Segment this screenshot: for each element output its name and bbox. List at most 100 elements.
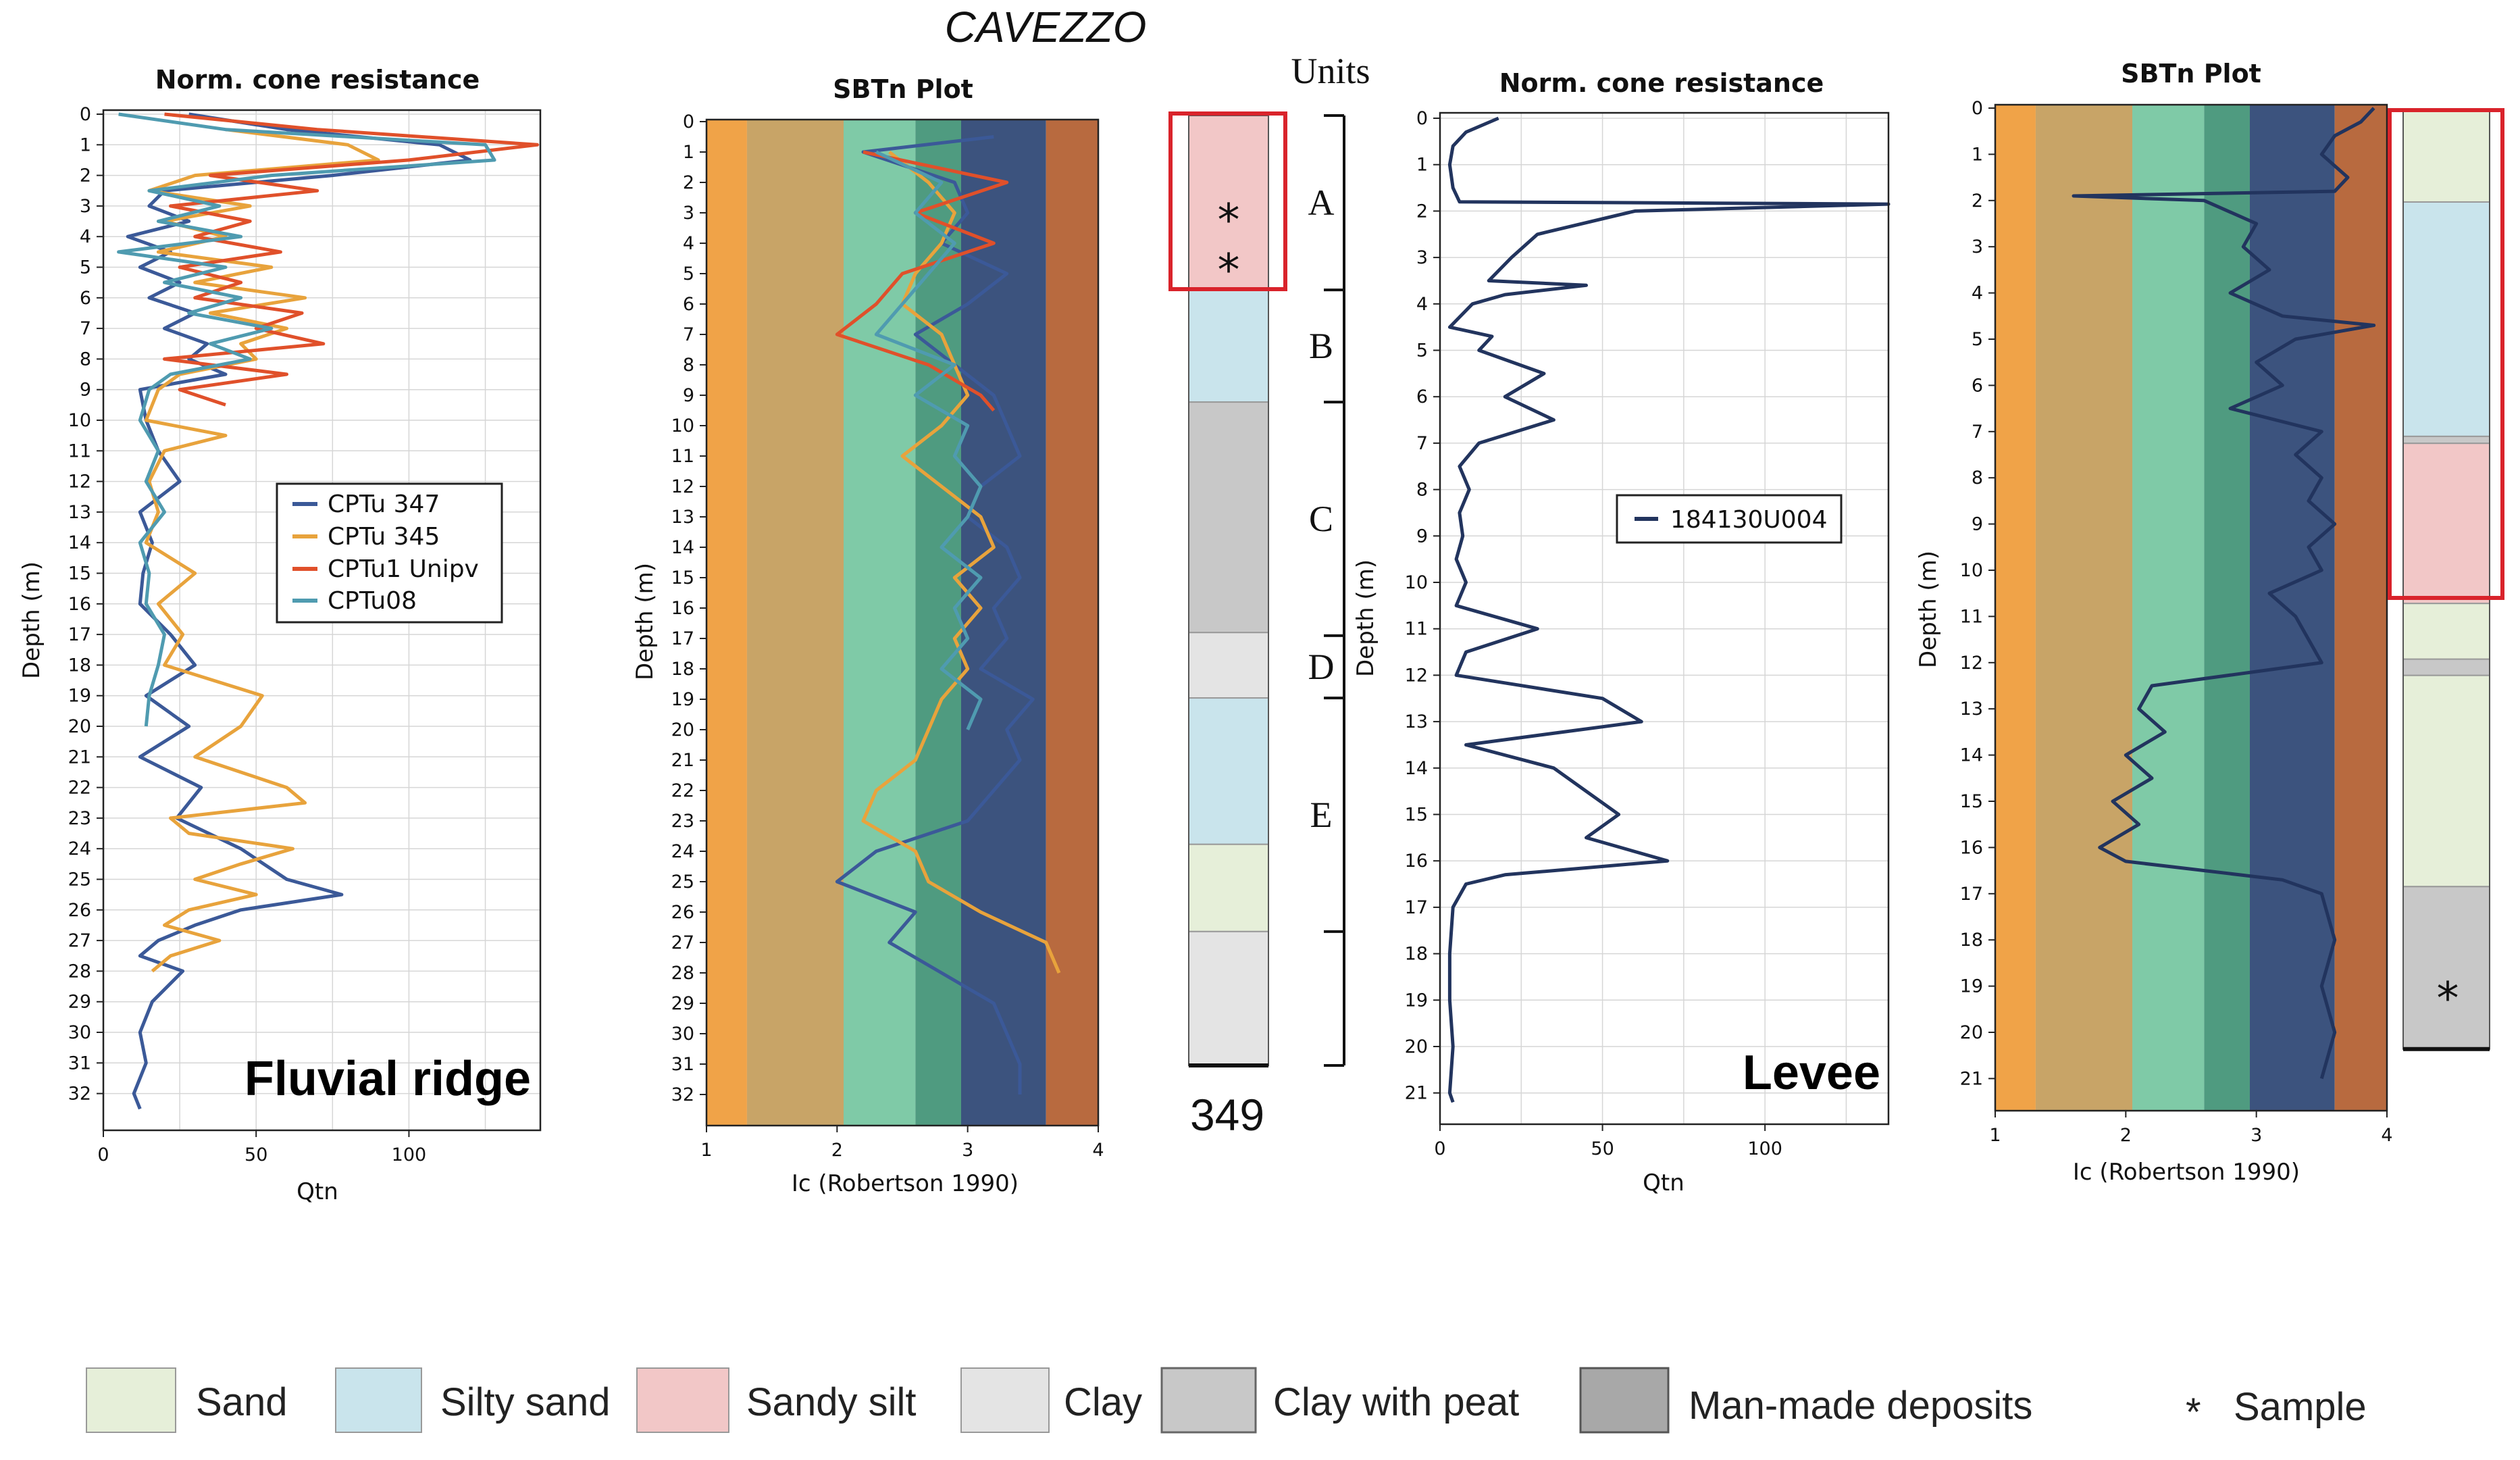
sbtn_fluvial-series-cptu-345 (861, 151, 1061, 974)
qtn-levee-xlabel: Qtn (1643, 1169, 1685, 1197)
x-tick-label-3: 3 (962, 1140, 973, 1161)
depth-tick-label-20: 20 (1960, 1022, 1983, 1043)
depth-tick-label-22: 22 (68, 778, 91, 799)
x-tick-label-1: 1 (700, 1140, 712, 1161)
figure-title: CAVEZZO (945, 3, 1147, 51)
column-levee-highlight (2388, 108, 2504, 600)
sbtn-levee-zones (1995, 105, 2387, 1111)
qtn_fluvial-series-cptu1-unipv (163, 112, 539, 407)
lithology-column-349: ** (1188, 115, 1269, 1068)
depth-tick-label-14: 14 (671, 537, 694, 558)
depth-tick-label-21: 21 (1960, 1068, 1983, 1089)
legend-label-cpt347: CPTu 347 (328, 490, 440, 518)
depth-tick-label-7: 7 (1416, 433, 1428, 454)
legend-label-clay: Clay (1064, 1380, 1142, 1424)
depth-tick-label-13: 13 (1960, 699, 1983, 720)
depth-tick-label-5: 5 (1972, 329, 1983, 350)
qtn-fluvial-xlabel: Qtn (297, 1178, 338, 1205)
depth-tick-label-6: 6 (1416, 386, 1428, 407)
depth-tick-label-24: 24 (671, 841, 694, 862)
legend-box-right: 184130U004 (1616, 494, 1843, 544)
depth-tick-label-13: 13 (68, 502, 91, 523)
depth-tick-label-5: 5 (80, 257, 91, 278)
x-tick-label-3: 3 (2251, 1125, 2262, 1146)
x-tick-label-0: 0 (1434, 1138, 1445, 1159)
depth-tick-label-18: 18 (68, 655, 91, 676)
sbtn_fluvial-series-cptu-347 (835, 135, 1035, 1094)
depth-tick-label-27: 27 (68, 930, 91, 951)
depth-tick-label-20: 20 (671, 720, 694, 740)
sbt-zone-1 (706, 120, 747, 1126)
sbtn-fluvial-panel: SBTn Plot 012345678910111213141516171819… (632, 74, 1104, 1197)
sbtn-fluvial-frame (705, 118, 1100, 1127)
qtn-levee-ylabel: Depth (m) (1352, 559, 1379, 677)
qtn-levee-qtn-ticks: 0 50 100 (1434, 1124, 1782, 1159)
x-tick-label-50: 50 (1591, 1138, 1614, 1159)
sbtn-levee-ylabel: Depth (m) (1915, 551, 1942, 668)
depth-tick-label-10: 10 (1960, 560, 1983, 581)
depth-tick-label-0: 0 (683, 111, 694, 132)
levee-annotation: Levee (1743, 1046, 1880, 1100)
depth-tick-label-7: 7 (683, 324, 694, 345)
sbtn-fluvial-zones (706, 120, 1098, 1126)
qtn-levee-title: Norm. cone resistance (1499, 68, 1824, 98)
depth-tick-label-16: 16 (68, 594, 91, 615)
sbtn_levee-series-184130u004 (2072, 107, 2376, 1080)
depth-tick-label-32: 32 (671, 1084, 694, 1105)
sbtn-fluvial-ic-ticks: 1 2 3 4 (700, 1126, 1104, 1161)
sbtn-levee-frame (1994, 103, 2388, 1112)
col2-layer-6 (2402, 658, 2490, 676)
depth-tick-label-18: 18 (671, 659, 694, 680)
depth-tick-label-7: 7 (1972, 422, 1983, 443)
depth-tick-label-9: 9 (1972, 514, 1983, 535)
depth-tick-label-12: 12 (1405, 665, 1428, 686)
depth-tick-label-3: 3 (1416, 247, 1428, 268)
depth-tick-label-20: 20 (68, 716, 91, 737)
depth-tick-label-0: 0 (1972, 98, 1983, 119)
col2-layer-8 (2402, 886, 2490, 1050)
depth-tick-label-6: 6 (80, 288, 91, 309)
col2-layer-2 (2402, 201, 2490, 437)
depth-tick-label-6: 6 (1972, 375, 1983, 396)
unit-label-a: A (1308, 182, 1335, 223)
col1-layer-4 (1188, 632, 1269, 699)
depth-tick-label-17: 17 (671, 628, 694, 649)
depth-tick-label-13: 13 (671, 507, 694, 528)
sample-legend-label: Sample (2234, 1385, 2367, 1429)
qtn_fluvial-series-cptu08 (117, 112, 496, 727)
sbtn-fluvial-depth-ticks: 0123456789101112131415161718192021222324… (671, 111, 706, 1105)
depth-tick-label-1: 1 (1416, 155, 1428, 176)
fluvial-ridge-annotation: Fluvial ridge (245, 1052, 531, 1106)
legend-label-cpt345: CPTu 345 (328, 523, 440, 551)
qtn-levee-frame (1439, 111, 1890, 1126)
depth-tick-label-4: 4 (80, 226, 91, 247)
sbtn-fluvial-ylabel: Depth (m) (632, 563, 659, 680)
depth-tick-label-2: 2 (80, 166, 91, 186)
depth-tick-label-2: 2 (683, 172, 694, 193)
depth-tick-label-26: 26 (68, 900, 91, 921)
depth-tick-label-15: 15 (1960, 791, 1983, 812)
depth-tick-label-17: 17 (68, 624, 91, 645)
col2-layer-7 (2402, 674, 2490, 888)
depth-tick-label-12: 12 (1960, 653, 1983, 674)
depth-tick-label-21: 21 (1405, 1083, 1428, 1104)
sbt-zone-5 (961, 120, 1046, 1126)
depth-tick-label-9: 9 (80, 380, 91, 401)
qtn-fluvial-qtn-ticks: 0 50 100 (97, 1130, 426, 1165)
sbt-zone-6 (1046, 120, 1098, 1126)
depth-tick-label-8: 8 (80, 349, 91, 370)
lithology-legend: Sand Silty sand Sandy silt Clay Clay wit… (86, 1367, 2367, 1434)
depth-tick-label-5: 5 (1416, 341, 1428, 361)
legend-swatch-clay-peat (1160, 1367, 1257, 1434)
depth-tick-label-7: 7 (80, 318, 91, 339)
depth-tick-label-8: 8 (683, 355, 694, 376)
sbt-zone-2 (746, 120, 844, 1126)
depth-tick-label-8: 8 (1972, 468, 1983, 488)
sbtn-levee-title: SBTn Plot (2121, 59, 2261, 89)
sbtn-fluvial-series (835, 135, 1061, 1094)
depth-tick-label-11: 11 (68, 440, 91, 461)
depth-tick-label-2: 2 (1416, 201, 1428, 222)
depth-tick-label-26: 26 (671, 902, 694, 923)
sbtn-fluvial-title: SBTn Plot (833, 74, 973, 104)
depth-tick-label-1: 1 (1972, 144, 1983, 165)
